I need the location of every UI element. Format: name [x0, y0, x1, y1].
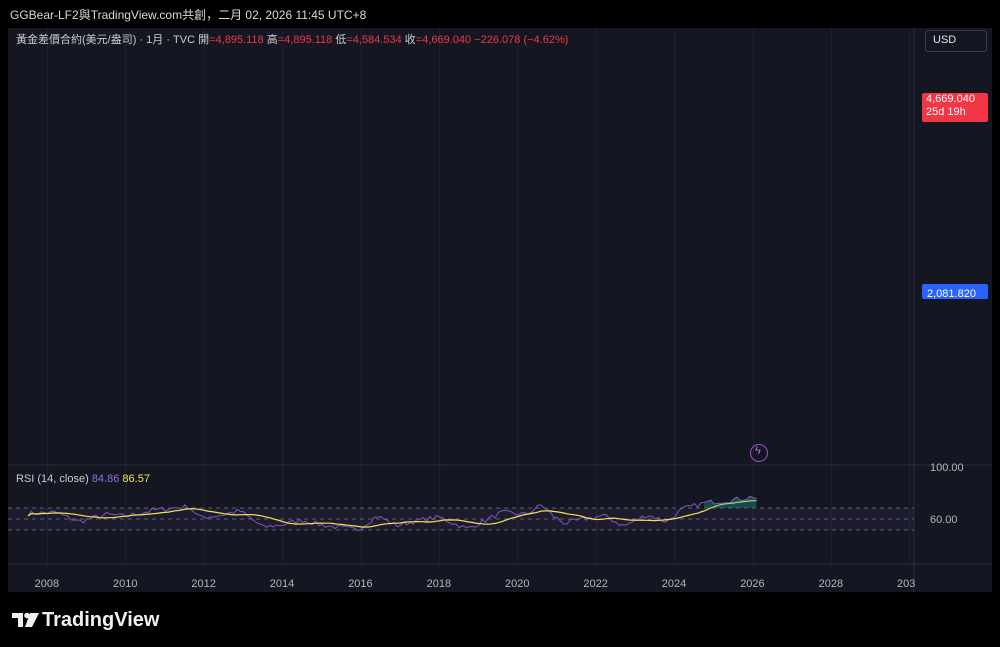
rsi-pane — [8, 495, 914, 532]
rsi-tick-label: 100.00 — [930, 462, 964, 474]
rsi-ma-value: 86.57 — [122, 473, 150, 485]
bar-countdown: 25d 19h — [926, 106, 966, 118]
chart-canvas[interactable] — [8, 28, 992, 592]
last-price-value: 4,669.040 — [926, 93, 975, 105]
currency-label: USD — [933, 34, 957, 46]
time-tick-label: 2022 — [583, 578, 608, 590]
rsi-band — [8, 508, 914, 530]
time-tick-label: 2028 — [818, 578, 844, 590]
currency-button[interactable]: USD — [925, 30, 987, 52]
low-label: 低 — [335, 34, 347, 46]
footer — [0, 592, 1000, 647]
time-tick-label: 2012 — [191, 578, 216, 590]
brand-name[interactable]: TradingView — [42, 609, 160, 631]
time-tick-label: 2016 — [348, 578, 373, 590]
time-tick-label: 2024 — [661, 578, 687, 590]
tradingview-logo-icon[interactable] — [12, 611, 40, 629]
rsi-value: 84.86 — [91, 473, 120, 485]
title-bar: GGBear-LF2與TradingView.com共創，二月 02, 2026… — [0, 0, 1000, 28]
rsi-ma-line — [27, 500, 757, 528]
lightning-icon[interactable]: ϟ — [750, 444, 768, 462]
symbol-label: 黃金差價合約(美元/盎司) · 1月 · TVC — [16, 34, 196, 46]
horizontal-line-tag[interactable]: 2,081.820 — [922, 284, 988, 300]
rsi-legend: RSI (14, close) 84.86 86.57 — [16, 473, 150, 485]
rsi-overbought-fill — [704, 496, 757, 508]
window-title: GGBear-LF2與TradingView.com共創，二月 02, 2026… — [10, 8, 367, 22]
time-tick-label: 2008 — [34, 578, 60, 590]
grid-lines — [8, 28, 992, 592]
time-tick-label: 2018 — [426, 578, 452, 590]
time-tick-label: 2026 — [740, 578, 765, 590]
low-value: =4,584.534 — [346, 34, 402, 46]
last-price-tag: 4,669.040 25d 19h — [922, 93, 988, 122]
time-tick-label: 2020 — [505, 578, 530, 590]
open-value: =4,895.118 — [209, 34, 264, 46]
horizontal-line-value: 2,081.820 — [927, 288, 976, 300]
open-label: 開 — [198, 34, 210, 46]
close-label: 收 — [404, 34, 416, 46]
time-tick-label: 203 — [897, 578, 916, 590]
change-value: −226.078 (−4.62%) — [474, 34, 569, 46]
time-tick-label: 2010 — [113, 578, 138, 590]
high-value: =4,895.118 — [277, 34, 333, 46]
time-tick-label: 2014 — [269, 578, 295, 590]
high-label: 高 — [266, 34, 278, 46]
rsi-tick-label: 60.00 — [930, 514, 958, 526]
close-value: =4,669.040 — [415, 34, 472, 46]
price-legend: 黃金差價合約(美元/盎司) · 1月 · TVC 開=4,895.118 高=4… — [16, 31, 568, 47]
chart-pane[interactable] — [8, 28, 992, 592]
rsi-label: RSI (14, close) — [16, 473, 89, 485]
